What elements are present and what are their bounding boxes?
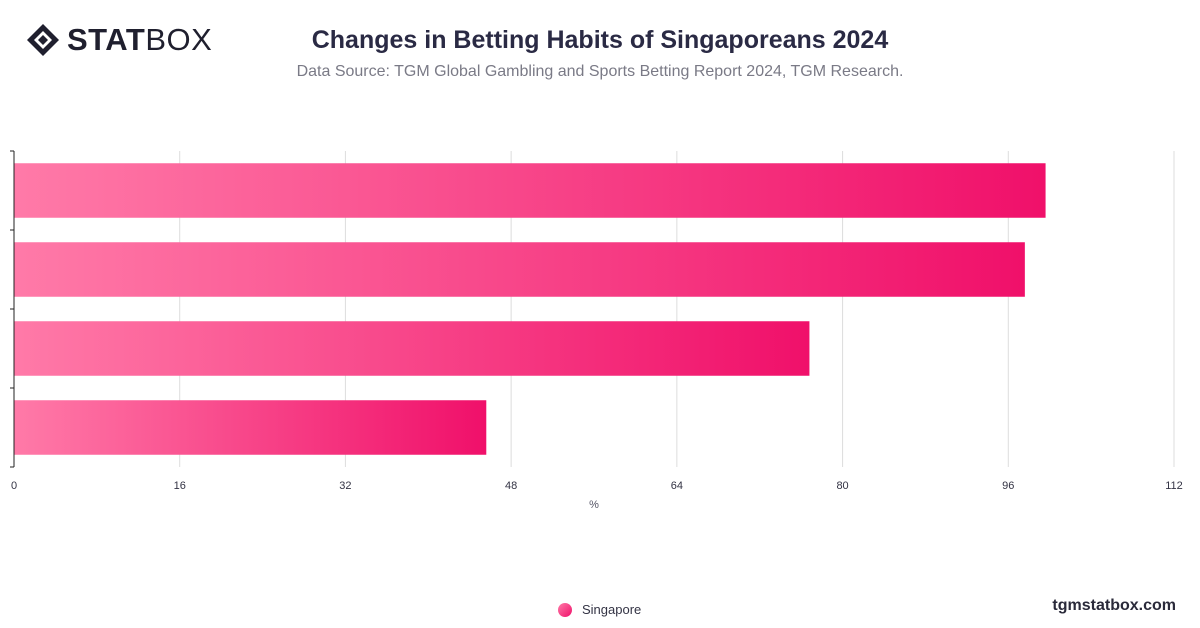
statbox-logo: STATBOX	[26, 22, 212, 58]
bar[interactable]	[14, 242, 1025, 297]
x-tick-label: 64	[671, 480, 683, 492]
x-axis-title: %	[589, 499, 599, 511]
logo-wordmark: STATBOX	[67, 22, 212, 58]
x-tick-label: 0	[11, 480, 17, 492]
logo-stat-text: STAT	[67, 22, 146, 57]
bar[interactable]	[14, 400, 487, 455]
x-tick-label: 80	[836, 480, 848, 492]
x-tick-label: 96	[1002, 480, 1014, 492]
chart-subtitle: Data Source: TGM Global Gambling and Spo…	[296, 63, 904, 80]
bar[interactable]	[14, 321, 810, 376]
diamond-logo-icon	[27, 24, 59, 56]
legend-label: Singapore	[582, 602, 642, 617]
logo-box-text: BOX	[145, 22, 213, 57]
x-tick-label: 112	[1165, 480, 1183, 492]
tick-labels: 0 16 32 48 64 80 96 112%	[11, 480, 1183, 511]
x-tick-label: 16	[174, 480, 186, 492]
bar[interactable]	[14, 163, 1046, 218]
footer-site-link[interactable]: tgmstatbox.com	[1052, 597, 1176, 614]
bar-chart: 0 16 32 48 64 80 96 112%	[10, 150, 1183, 511]
x-tick-label: 48	[505, 480, 517, 492]
bars	[14, 163, 1046, 455]
chart-title: Changes in Betting Habits of Singaporean…	[311, 26, 889, 54]
axes	[10, 150, 15, 468]
x-tick-label: 32	[339, 480, 351, 492]
legend[interactable]: Singapore	[558, 602, 641, 618]
legend-swatch-icon	[558, 603, 572, 617]
